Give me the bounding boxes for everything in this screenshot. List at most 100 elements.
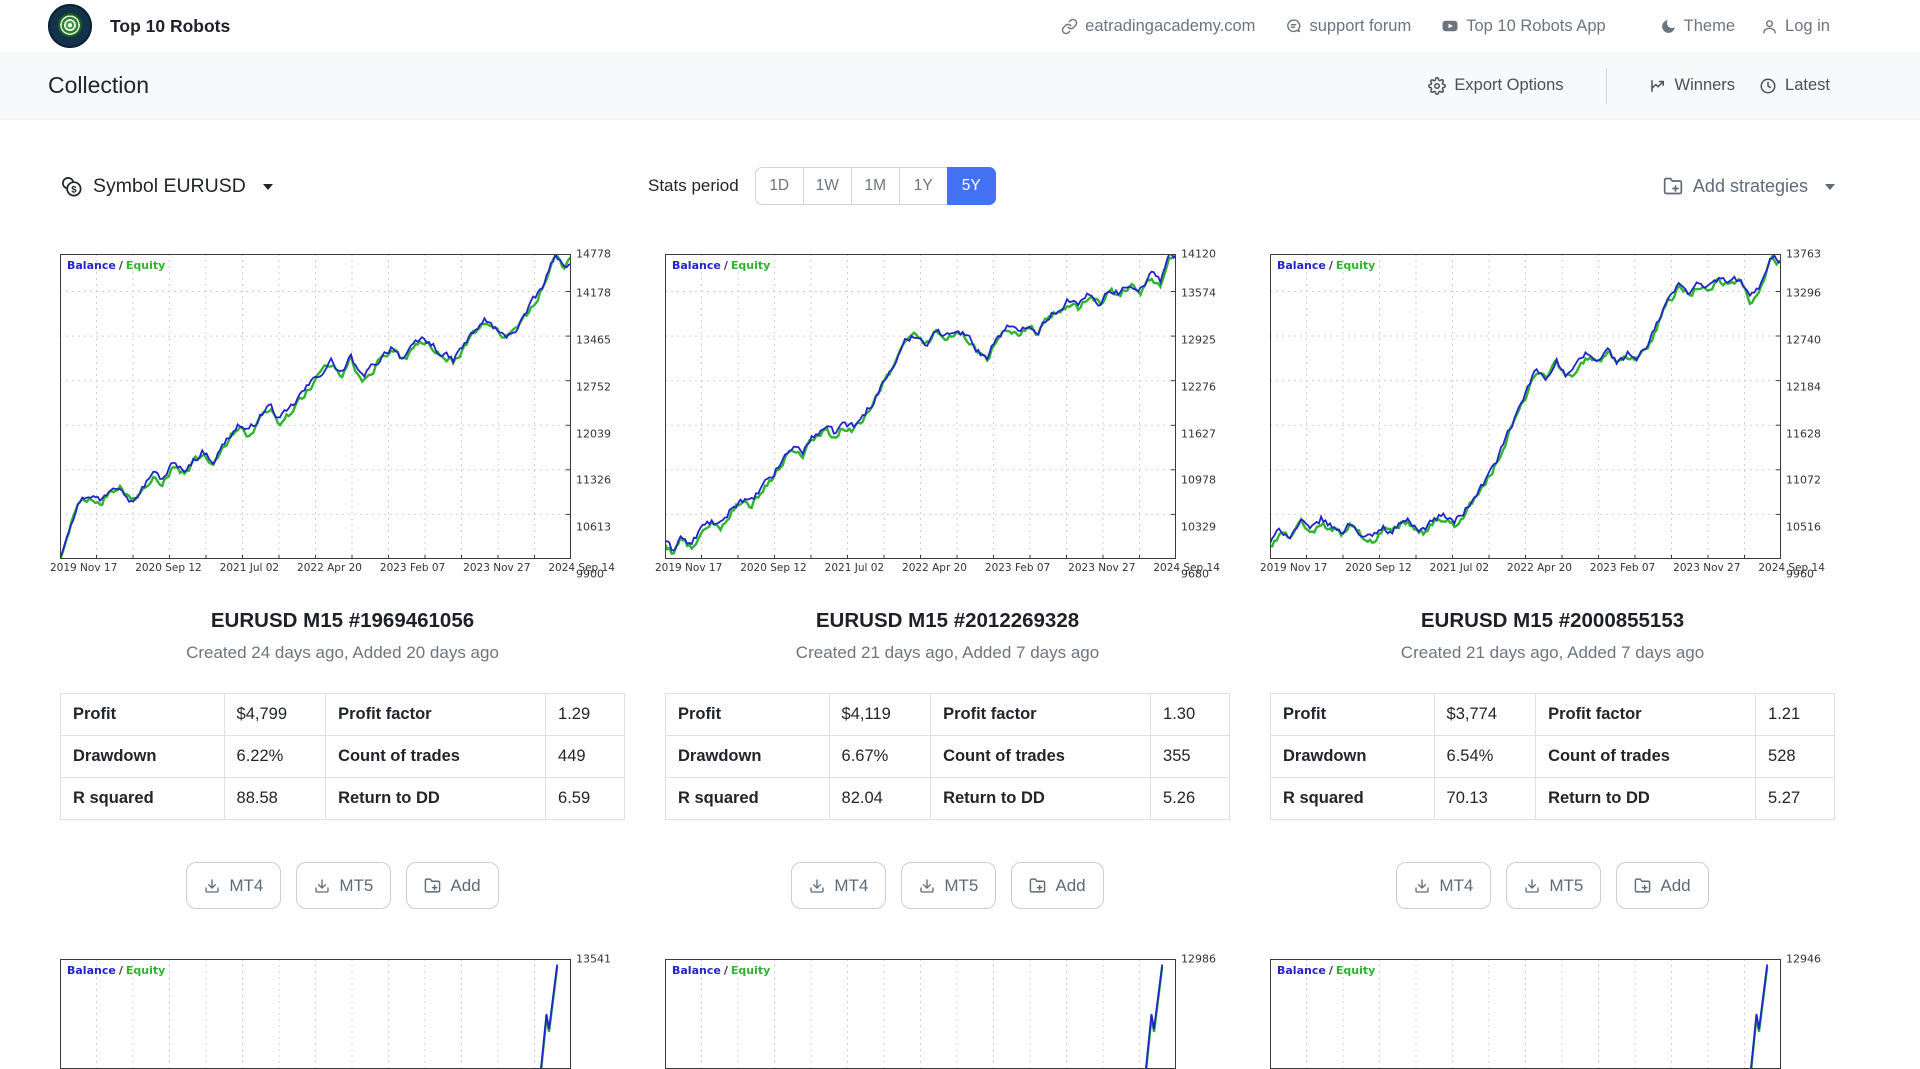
stats-table: Profit $4,119 Profit factor 1.30 Drawdow…	[665, 693, 1230, 820]
theme-toggle[interactable]: Theme	[1660, 17, 1735, 36]
legend-equity: Equity	[730, 964, 771, 977]
symbol-dropdown[interactable]: $ Symbol EURUSD	[60, 175, 273, 198]
link-label: support forum	[1309, 16, 1412, 35]
stat-value-count-of-trades: 528	[1755, 735, 1835, 778]
add-strategies-dropdown[interactable]: Add strategies	[1663, 176, 1835, 197]
y-tick-label: 13541	[576, 952, 611, 966]
chart-canvas	[665, 254, 1176, 559]
y-tick-label: 14778	[576, 247, 611, 261]
x-tick-label: 2021 Jul 02	[1429, 562, 1490, 574]
x-tick-label: 2021 Jul 02	[824, 562, 885, 574]
card-actions: MT4 MT5 Add	[60, 862, 625, 909]
period-1d-button[interactable]: 1D	[754, 167, 804, 205]
strategy-card: Balance / Equity 2019 Nov 17 2020 Sep 12 202…	[1260, 248, 1835, 909]
stat-value-profit-factor: 1.21	[1755, 693, 1835, 736]
period-1m-button[interactable]: 1M	[850, 167, 900, 205]
x-tick-label: 2024 Sep 14	[1758, 562, 1825, 574]
mt5-label: MT5	[339, 876, 374, 895]
download-icon	[920, 878, 935, 893]
download-mt5-button[interactable]: MT5	[901, 862, 997, 909]
partial-cards-grid: Balance / Equity 13541 Balance / Equity 1298…	[0, 953, 1920, 1069]
x-tick-label: 2023 Feb 07	[379, 562, 446, 574]
folder-plus-icon	[1663, 177, 1683, 195]
link-robots-app[interactable]: Top 10 Robots App	[1441, 16, 1606, 36]
chart-legend: Balance / Equity	[67, 964, 165, 977]
latest-button[interactable]: Latest	[1759, 76, 1830, 95]
winners-button[interactable]: Winners	[1649, 76, 1735, 95]
y-tick-label: 11326	[576, 473, 611, 487]
period-5y-button[interactable]: 5Y	[946, 167, 996, 205]
add-strategy-button[interactable]: Add	[1616, 862, 1709, 909]
y-tick-label: 13465	[576, 333, 611, 347]
stat-label-drawdown: Drawdown	[1270, 735, 1435, 778]
balance-equity-chart: Balance / Equity 2019 Nov 17 2020 Sep 12 202…	[50, 248, 625, 581]
stat-label-r-squared: R squared	[665, 777, 830, 820]
mt4-label: MT4	[1439, 876, 1474, 895]
strategy-card-partial: Balance / Equity 12946	[1270, 953, 1835, 1069]
download-mt5-button[interactable]: MT5	[1506, 862, 1602, 909]
youtube-icon	[1442, 20, 1458, 32]
legend-balance: Balance	[67, 259, 116, 272]
legend-balance: Balance	[672, 964, 721, 977]
chart-x-axis: 2019 Nov 17 2020 Sep 12 2021 Jul 02 2022 Ap…	[1260, 562, 1825, 574]
download-mt4-button[interactable]: MT4	[1396, 862, 1492, 909]
stat-label-return-to-dd: Return to DD	[930, 777, 1152, 820]
stat-value-profit: $3,774	[1433, 693, 1537, 736]
x-tick-label: 2019 Nov 17	[1260, 562, 1328, 574]
chart-canvas	[1270, 254, 1781, 559]
strategy-subtitle: Created 24 days ago, Added 20 days ago	[186, 643, 499, 662]
stats-row: R squared 88.58 Return to DD 6.59	[60, 777, 625, 820]
chart-legend: Balance / Equity	[1277, 259, 1375, 272]
chart-x-axis: 2019 Nov 17 2020 Sep 12 2021 Jul 02 2022 Ap…	[50, 562, 615, 574]
x-tick-label: 2023 Feb 07	[984, 562, 1051, 574]
stats-row: Drawdown 6.54% Count of trades 528	[1270, 735, 1835, 778]
header-nav: eatradingacademy.com support forum Top 1…	[1061, 17, 1606, 36]
link-label: Top 10 Robots App	[1466, 16, 1606, 35]
add-strategy-button[interactable]: Add	[1011, 862, 1104, 909]
chart-y-axis: 12946	[1781, 953, 1835, 1069]
stat-value-drawdown: 6.67%	[828, 735, 932, 778]
x-tick-label: 2024 Sep 14	[548, 562, 615, 574]
y-tick-label: 12039	[576, 427, 611, 441]
header-actions: Theme Log in	[1660, 17, 1830, 36]
chart-legend: Balance / Equity	[1277, 964, 1375, 977]
symbol-label: Symbol EURUSD	[93, 174, 246, 197]
chart-y-axis: 12986	[1176, 953, 1230, 1069]
stat-value-profit-factor: 1.30	[1150, 693, 1230, 736]
link-eatradingacademy[interactable]: eatradingacademy.com	[1061, 17, 1255, 36]
legend-balance: Balance	[672, 259, 721, 272]
y-tick-label: 13574	[1181, 286, 1216, 300]
folder-plus-icon	[425, 878, 441, 893]
stats-row: R squared 70.13 Return to DD 5.27	[1270, 777, 1835, 820]
stats-row: Profit $3,774 Profit factor 1.21	[1270, 693, 1835, 736]
export-options-button[interactable]: Export Options	[1428, 76, 1564, 95]
stat-value-profit: $4,799	[223, 693, 327, 736]
download-mt5-button[interactable]: MT5	[296, 862, 392, 909]
chart-legend: Balance / Equity	[67, 259, 165, 272]
link-support-forum[interactable]: support forum	[1285, 17, 1411, 36]
page-title: Collection	[48, 72, 149, 98]
mt4-label: MT4	[834, 876, 869, 895]
stat-label-count-of-trades: Count of trades	[1535, 735, 1757, 778]
y-tick-label: 12276	[1181, 380, 1216, 394]
theme-label: Theme	[1683, 16, 1736, 35]
period-1w-button[interactable]: 1W	[802, 167, 852, 205]
download-mt4-button[interactable]: MT4	[186, 862, 282, 909]
card-actions: MT4 MT5 Add	[1270, 862, 1835, 909]
stats-row: Drawdown 6.67% Count of trades 355	[665, 735, 1230, 778]
strategy-title: EURUSD M15 #2000855153	[1420, 609, 1685, 632]
chart-legend: Balance / Equity	[672, 964, 770, 977]
folder-plus-icon	[1030, 878, 1046, 893]
svg-text:$: $	[71, 184, 77, 195]
period-1y-button[interactable]: 1Y	[898, 167, 948, 205]
mt4-label: MT4	[229, 876, 264, 895]
coins-icon: $	[62, 176, 82, 196]
download-mt4-button[interactable]: MT4	[791, 862, 887, 909]
add-strategy-button[interactable]: Add	[406, 862, 499, 909]
chart-x-axis: 2019 Nov 17 2020 Sep 12 2021 Jul 02 2022 Ap…	[655, 562, 1220, 574]
stats-period-label: Stats period	[648, 176, 739, 195]
legend-separator: /	[1328, 964, 1333, 977]
login-button[interactable]: Log in	[1761, 17, 1830, 36]
export-options-label: Export Options	[1454, 76, 1564, 94]
stat-value-count-of-trades: 449	[545, 735, 625, 778]
